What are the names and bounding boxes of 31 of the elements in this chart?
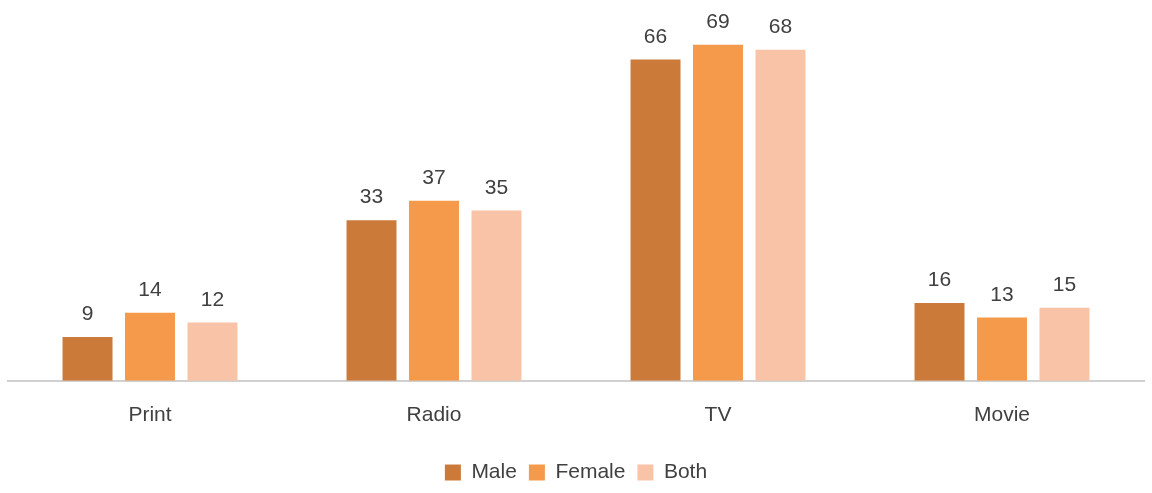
legend-label: Female (555, 459, 626, 483)
data-label: 9 (81, 301, 94, 325)
data-label: 15 (1052, 272, 1077, 296)
data-label: 68 (768, 14, 793, 38)
data-label: 13 (990, 281, 1014, 305)
bar (62, 336, 113, 381)
bar (977, 317, 1027, 381)
data-label: 37 (422, 164, 446, 188)
bar (187, 322, 238, 381)
bar (125, 312, 175, 381)
x-tick-label: Print (128, 402, 172, 426)
bar (755, 49, 806, 381)
data-label: 16 (927, 267, 952, 291)
x-tick-label: TV (704, 402, 732, 426)
data-label: 12 (200, 286, 225, 310)
legend-label: Male (471, 459, 517, 483)
x-tick-label: Movie (973, 402, 1031, 426)
legend-label: Both (663, 459, 708, 483)
bar (693, 44, 743, 381)
bar (471, 210, 522, 381)
data-label: 66 (643, 23, 668, 47)
data-label: 69 (706, 9, 730, 33)
data-label: 14 (138, 276, 162, 300)
bar (346, 220, 397, 381)
bar (1039, 307, 1090, 381)
bar (409, 200, 459, 381)
bar (630, 59, 681, 381)
data-label: 33 (359, 184, 384, 208)
x-tick-label: Radio (406, 402, 462, 426)
data-label: 35 (484, 174, 509, 198)
bar (914, 302, 965, 381)
